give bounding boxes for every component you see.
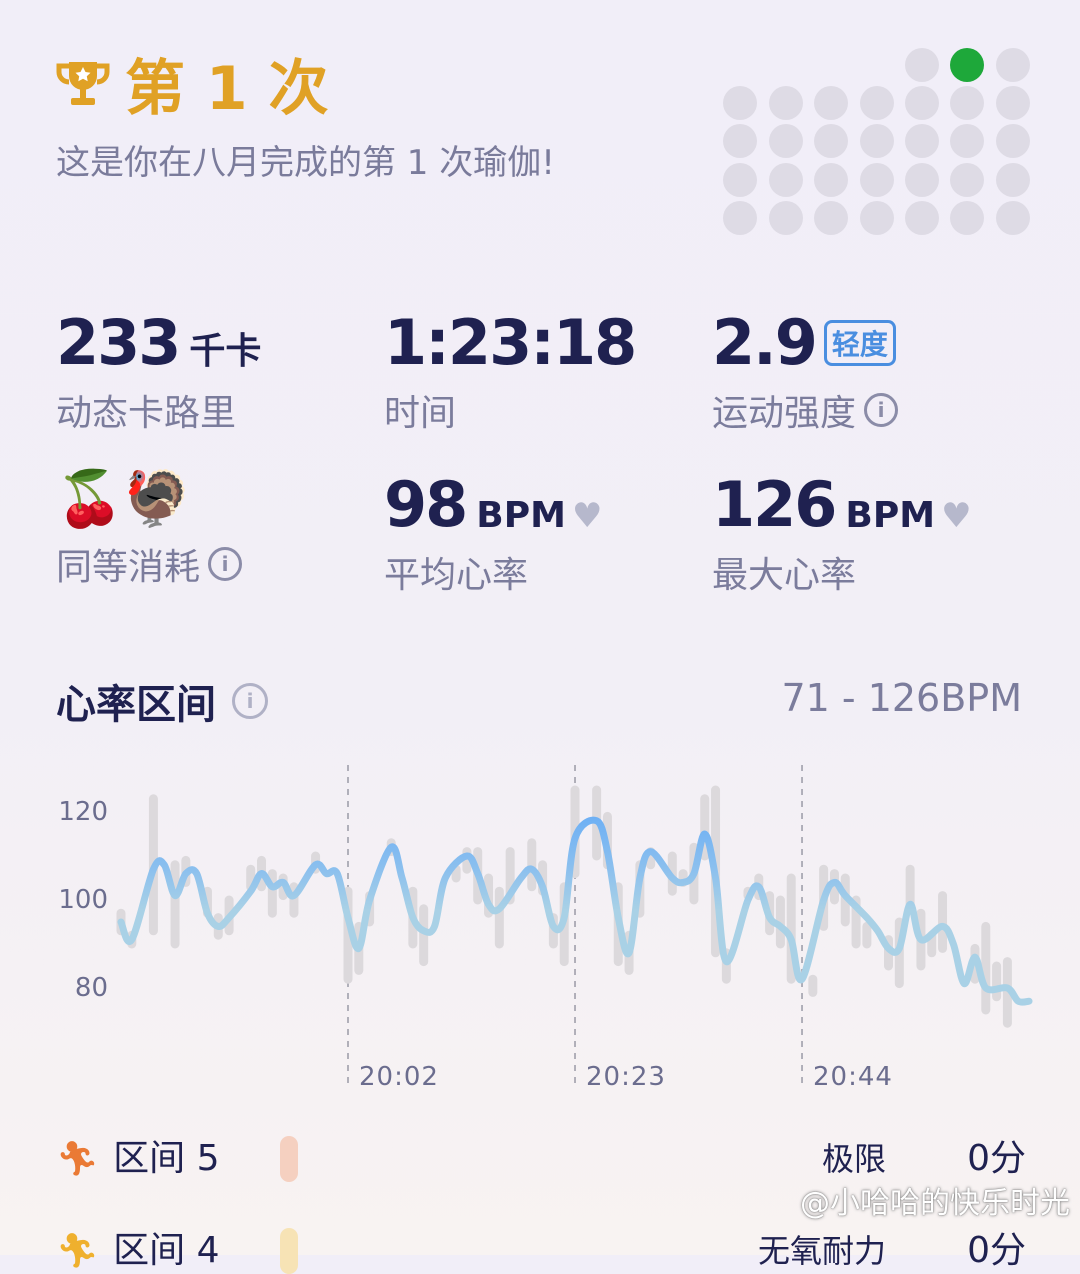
zone-name: 极限 bbox=[821, 1140, 886, 1178]
equivalent-label: 同等消耗 bbox=[56, 547, 201, 588]
max-hr-label: 最大心率 bbox=[712, 555, 857, 596]
calendar-day-dot bbox=[996, 163, 1030, 197]
runner-icon: 🏃︎ bbox=[56, 1231, 100, 1271]
calendar-day-dot bbox=[905, 124, 939, 158]
calendar-day-dot bbox=[769, 201, 803, 235]
calendar-day-dot bbox=[905, 86, 939, 120]
avg-hr-label: 平均心率 bbox=[384, 555, 529, 596]
calendar-day-dot bbox=[996, 48, 1030, 82]
heart-rate-line bbox=[117, 816, 1033, 1006]
calendar-day-dot bbox=[950, 201, 984, 235]
calendar-day-dot bbox=[814, 86, 848, 120]
info-icon[interactable]: i bbox=[232, 683, 268, 719]
heart-icon: ♥ bbox=[941, 496, 972, 536]
calendar-day-dot bbox=[950, 124, 984, 158]
watermark: @小哈哈的快乐时光 bbox=[800, 1186, 1070, 1221]
calendar-day-dot bbox=[950, 163, 984, 197]
zone-minutes: 0分 bbox=[967, 1230, 1026, 1271]
runner-icon: 🏃︎ bbox=[56, 1139, 100, 1179]
heart-rate-chart bbox=[116, 765, 1033, 1088]
zone-label: 区间 4 bbox=[113, 1230, 220, 1271]
info-icon[interactable]: i bbox=[208, 547, 243, 581]
stat-max-hr: 126 BPM ♥ 最大心率 bbox=[712, 474, 972, 598]
calendar-day-dot bbox=[905, 201, 939, 235]
hr-zone-title-text: 心率区间 bbox=[56, 682, 216, 728]
zone-label: 区间 5 bbox=[113, 1138, 220, 1179]
calories-label: 动态卡路里 bbox=[56, 393, 237, 434]
info-icon[interactable]: i bbox=[864, 393, 899, 427]
stat-calories: 233 千卡 动态卡路里 bbox=[56, 312, 261, 436]
calendar-day-dot bbox=[723, 163, 757, 197]
x-tick-3: 20:44 bbox=[813, 1062, 893, 1092]
calendar-day-dot bbox=[996, 124, 1030, 158]
avg-hr-value: 98 bbox=[384, 468, 468, 541]
stat-equivalent: 🍒🦃 同等消耗 i bbox=[56, 467, 243, 590]
avg-hr-unit: BPM bbox=[476, 495, 566, 536]
calendar-day-dot bbox=[860, 201, 894, 235]
hr-range: 71 - 126BPM bbox=[781, 676, 1022, 720]
calendar-day-dot bbox=[996, 86, 1030, 120]
intensity-label: 运动强度 bbox=[712, 393, 857, 434]
y-tick-120: 120 bbox=[58, 797, 108, 827]
calendar-day-dot bbox=[723, 86, 757, 120]
time-label: 时间 bbox=[384, 393, 457, 434]
calendar-day-dot bbox=[814, 163, 848, 197]
calendar-day-dot bbox=[860, 124, 894, 158]
zone-bar bbox=[279, 1228, 298, 1274]
heart-icon: ♥ bbox=[571, 496, 603, 536]
time-value: 1:23:18 bbox=[384, 306, 637, 379]
stat-avg-hr: 98 BPM ♥ 平均心率 bbox=[384, 474, 602, 598]
achievement-title: 第 1 次 bbox=[55, 40, 329, 127]
subtitle: 这是你在八月完成的第 1 次瑜伽! bbox=[56, 143, 555, 183]
calories-unit: 千卡 bbox=[189, 331, 262, 372]
x-tick-2: 20:23 bbox=[586, 1062, 666, 1092]
calendar-day-dot bbox=[905, 48, 939, 82]
calendar-day-dot bbox=[769, 86, 803, 120]
calendar-day-dot bbox=[860, 86, 894, 120]
title-text: 第 1 次 bbox=[125, 54, 329, 124]
calendar-day-dot bbox=[950, 86, 984, 120]
calendar-day-dot bbox=[905, 163, 939, 197]
max-hr-unit: BPM bbox=[845, 495, 936, 536]
hr-zone-title: 心率区间 i bbox=[56, 672, 268, 730]
zone-name: 无氧耐力 bbox=[757, 1232, 886, 1270]
intensity-badge: 轻度 bbox=[823, 320, 896, 366]
y-tick-100: 100 bbox=[58, 885, 108, 915]
calories-value: 233 bbox=[56, 306, 181, 379]
intensity-value: 2.9 bbox=[712, 306, 818, 379]
calendar-day-dot bbox=[723, 124, 757, 158]
trophy-icon bbox=[56, 61, 110, 105]
zone-minutes: 0分 bbox=[967, 1138, 1026, 1179]
calendar-day-dot bbox=[860, 163, 894, 197]
x-tick-1: 20:02 bbox=[359, 1062, 439, 1092]
calendar-day-dot bbox=[814, 201, 848, 235]
calendar-day-dot bbox=[769, 124, 803, 158]
calendar-day-dot bbox=[814, 124, 848, 158]
y-tick-80: 80 bbox=[74, 973, 108, 1003]
stat-time: 1:23:18 时间 bbox=[384, 306, 637, 436]
zone-bar bbox=[279, 1136, 298, 1182]
zone-row-4[interactable]: 🏃︎ 区间 4 无氧耐力 0分 bbox=[56, 1228, 1026, 1274]
calendar-day-dot bbox=[950, 48, 984, 82]
food-emoji-icons: 🍒🦃 bbox=[56, 467, 191, 530]
stat-intensity: 2.9 轻度 运动强度 i bbox=[712, 306, 899, 436]
calendar-day-dot bbox=[769, 163, 803, 197]
max-hr-value: 126 bbox=[712, 468, 837, 541]
calendar-day-dot bbox=[723, 201, 757, 235]
calendar-day-dot bbox=[996, 201, 1030, 235]
zone-row-5[interactable]: 🏃︎ 区间 5 极限 0分 bbox=[56, 1136, 1026, 1182]
